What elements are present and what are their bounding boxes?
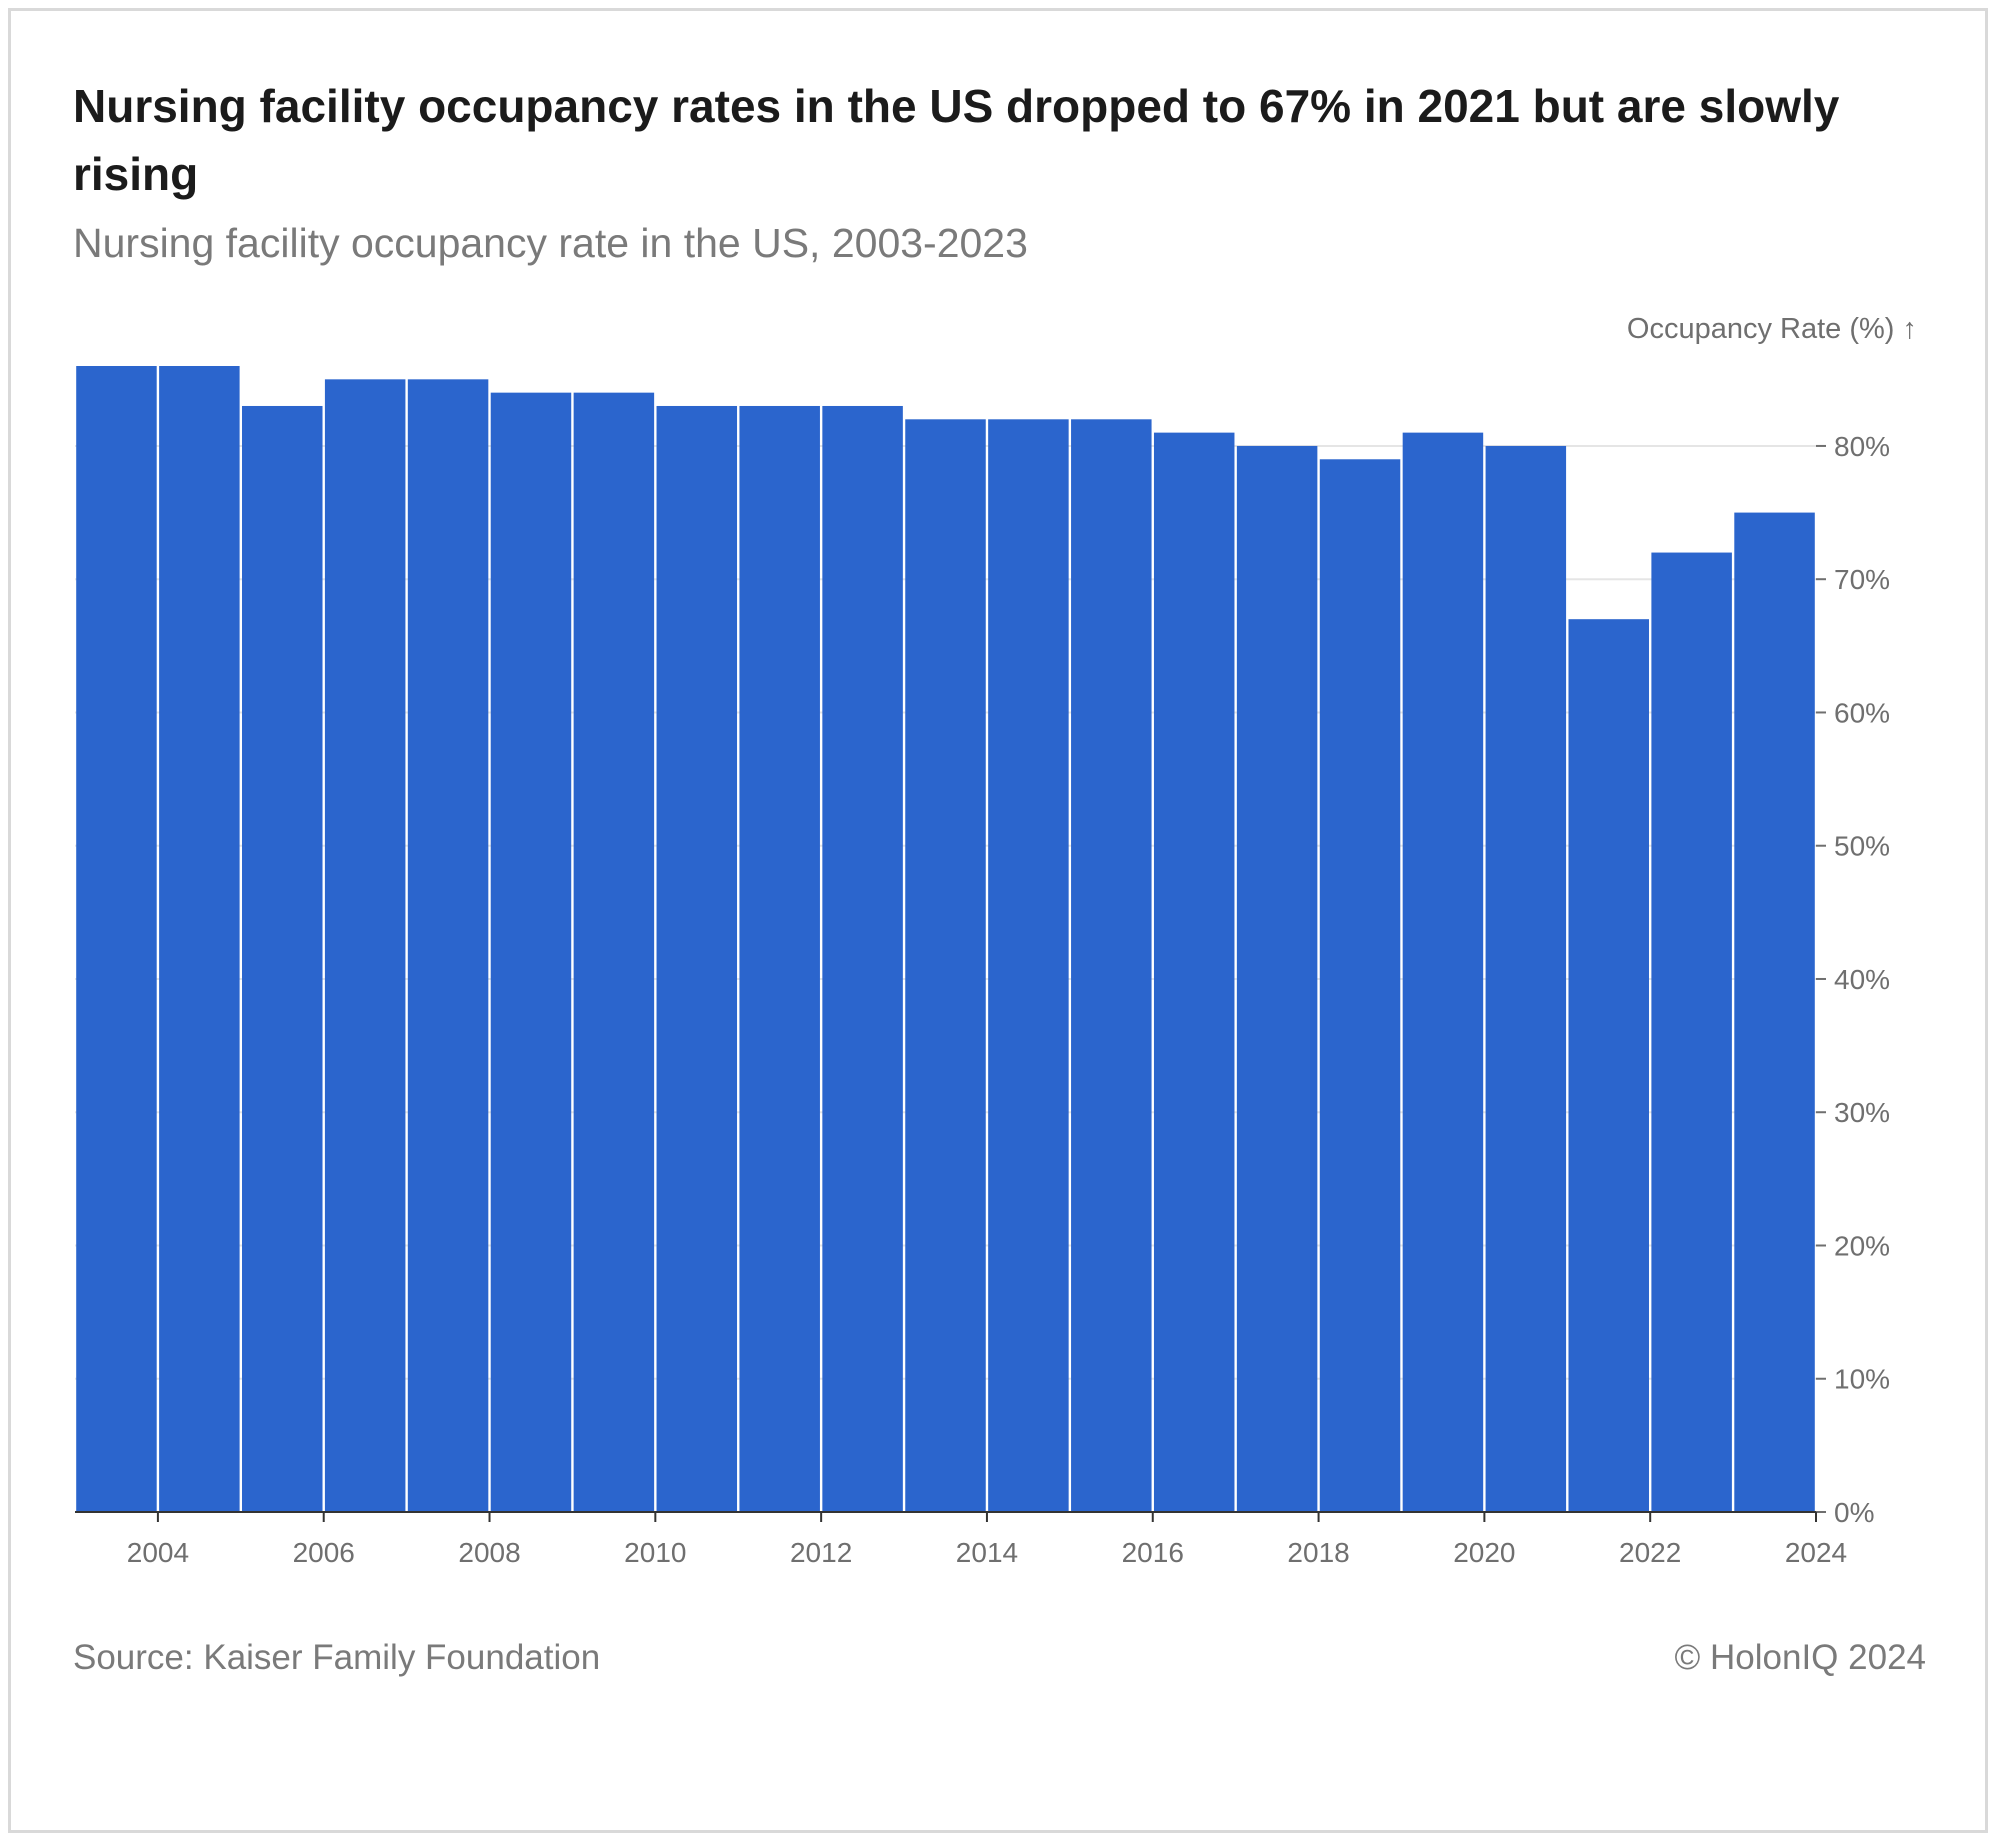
x-tick-label: 2004: [127, 1537, 189, 1568]
bar-2012: [822, 405, 903, 1512]
bar-2013: [905, 419, 986, 1512]
x-tick-label: 2012: [790, 1537, 852, 1568]
bar-2021: [1568, 619, 1649, 1512]
bar-2015: [1071, 419, 1152, 1512]
bar-2008: [490, 392, 572, 1513]
y-tick-label: 60%: [1834, 697, 1890, 728]
y-axis-label: Occupancy Rate (%) ↑: [1627, 313, 1917, 345]
y-tick-label: 70%: [1834, 564, 1890, 595]
y-tick-label: 30%: [1834, 1097, 1890, 1128]
bar-2010: [656, 405, 738, 1512]
bar-2003: [76, 366, 157, 1512]
x-tick-label: 2020: [1453, 1537, 1515, 1568]
source-note: Source: Kaiser Family Foundation: [73, 1638, 601, 1677]
y-tick-label: 20%: [1834, 1230, 1890, 1261]
x-tick-label: 2014: [956, 1537, 1018, 1568]
bar-2022: [1651, 552, 1732, 1512]
chart-title: Nursing facility occupancy rates in the …: [73, 80, 1840, 200]
x-tick-label: 2024: [1785, 1537, 1847, 1568]
bar-2014: [988, 419, 1069, 1512]
x-tick-label: 2018: [1287, 1537, 1349, 1568]
bar-2018: [1319, 459, 1401, 1513]
bar-2009: [573, 392, 655, 1513]
x-tick-label: 2010: [624, 1537, 686, 1568]
bar-2016: [1153, 432, 1235, 1512]
bar-2020: [1485, 445, 1567, 1512]
bar-2017: [1236, 445, 1318, 1512]
bar-2007: [407, 379, 489, 1513]
bar-2005: [242, 405, 323, 1512]
bar-2019: [1402, 432, 1484, 1512]
bar-2023: [1734, 512, 1815, 1512]
y-tick-label: 40%: [1834, 964, 1890, 995]
x-tick-label: 2008: [458, 1537, 520, 1568]
y-tick-label: 50%: [1834, 831, 1890, 862]
x-tick-label: 2006: [293, 1537, 355, 1568]
bars: [76, 366, 1815, 1513]
bar-2011: [739, 405, 820, 1512]
y-tick-label: 80%: [1834, 431, 1890, 462]
copyright-note: © HolonIQ 2024: [1674, 1638, 1927, 1677]
x-tick-label: 2016: [1122, 1537, 1184, 1568]
y-tick-label: 10%: [1834, 1364, 1890, 1395]
x-tick-label: 2022: [1619, 1537, 1681, 1568]
bar-2006: [324, 379, 406, 1513]
chart-subtitle: Nursing facility occupancy rate in the U…: [73, 220, 1028, 266]
axes: 0% 10% 20% 30% 40% 50% 60% 70% 80% 2004 2006 2008 20…: [75, 431, 1890, 1568]
y-tick-label: 0%: [1834, 1497, 1874, 1528]
bar-2004: [159, 366, 240, 1512]
